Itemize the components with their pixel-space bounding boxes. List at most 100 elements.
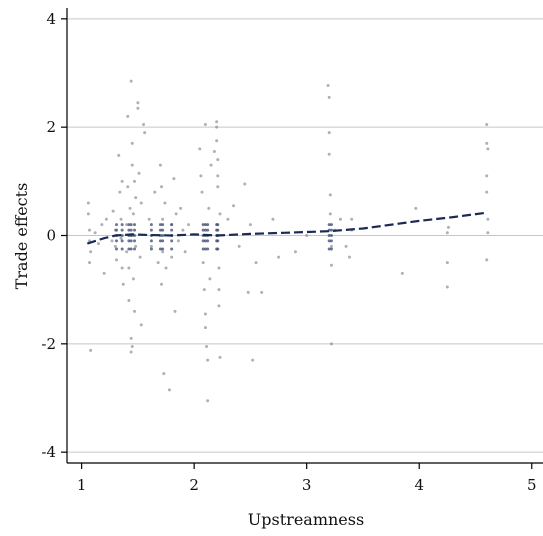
data-point [89, 250, 93, 254]
data-point [117, 153, 121, 157]
data-point [139, 201, 143, 205]
data-point [127, 247, 131, 251]
data-point [327, 239, 331, 243]
data-point [133, 179, 137, 183]
data-point [328, 193, 332, 197]
data-point [170, 255, 174, 259]
data-point [161, 250, 165, 254]
data-point [329, 247, 333, 251]
data-point [183, 250, 187, 254]
data-point [167, 388, 171, 392]
dense-point-clusters [115, 223, 333, 251]
data-point [203, 122, 207, 126]
data-point [161, 228, 165, 232]
data-point [243, 182, 247, 186]
data-point [201, 261, 205, 265]
data-point [200, 190, 204, 194]
data-point [160, 282, 164, 286]
data-point [115, 247, 119, 251]
data-point [179, 206, 183, 210]
data-point [327, 247, 331, 251]
data-point [127, 223, 131, 227]
data-point [158, 247, 162, 251]
data-point [260, 290, 264, 294]
data-point [125, 250, 129, 254]
data-point [176, 239, 180, 243]
data-point [217, 266, 221, 270]
y-tick-label: 2 [46, 118, 56, 136]
x-axis-title: Upstreamness [248, 510, 364, 529]
y-tick-label: 0 [46, 227, 56, 245]
data-point [142, 122, 146, 126]
data-point [170, 223, 174, 227]
data-point [172, 177, 176, 181]
data-point [129, 336, 133, 340]
data-point [134, 196, 138, 200]
data-point [329, 244, 333, 248]
y-axis-ticks: -4 -2 0 2 4 [41, 10, 67, 461]
data-point [156, 261, 160, 265]
data-point [149, 239, 153, 243]
data-point [328, 212, 332, 216]
data-point [485, 122, 489, 126]
data-point [120, 239, 124, 243]
y-tick-label: -2 [41, 335, 56, 353]
data-point [129, 79, 133, 83]
data-point [162, 372, 166, 376]
data-point [206, 247, 210, 251]
data-point [126, 114, 130, 118]
data-point [160, 185, 164, 189]
x-axis-ticks: 1 2 3 4 5 [77, 463, 537, 494]
data-point [125, 223, 129, 227]
data-point [139, 323, 143, 327]
data-point [181, 228, 185, 232]
data-point [327, 152, 331, 156]
data-point [216, 158, 220, 162]
data-point [128, 206, 132, 210]
data-point [174, 212, 178, 216]
data-point [86, 212, 90, 216]
data-point [161, 234, 165, 237]
data-point [486, 217, 490, 221]
data-point [327, 234, 331, 237]
data-point [216, 239, 220, 243]
data-point [486, 231, 490, 235]
data-point [161, 247, 165, 251]
data-point [187, 223, 191, 227]
data-point [212, 150, 216, 154]
data-point [201, 247, 205, 251]
data-point [88, 261, 92, 265]
data-point [149, 244, 153, 248]
data-point [130, 345, 134, 349]
data-point [143, 131, 147, 135]
data-point [215, 125, 219, 129]
data-point [246, 290, 250, 294]
data-point [149, 247, 153, 251]
data-point [86, 201, 90, 205]
y-tick-label: -4 [41, 443, 56, 461]
data-point [329, 342, 333, 346]
data-point [115, 228, 119, 232]
data-point [206, 228, 210, 232]
data-point [327, 223, 331, 227]
data-point [129, 223, 133, 227]
data-point [215, 139, 219, 143]
data-point [120, 179, 124, 183]
data-point [88, 228, 92, 232]
data-point [170, 239, 174, 243]
data-point [120, 266, 124, 270]
data-point [226, 217, 230, 221]
data-point [131, 212, 135, 216]
data-point [113, 244, 117, 248]
data-point [199, 174, 203, 178]
data-point [344, 244, 348, 248]
data-point [218, 212, 222, 216]
data-point [414, 206, 418, 210]
data-point [216, 223, 220, 227]
data-point [133, 228, 137, 232]
y-tick-label: 4 [46, 10, 56, 28]
x-tick-label: 3 [302, 476, 312, 494]
data-point [217, 288, 221, 292]
data-point [111, 209, 115, 213]
data-point [485, 190, 489, 194]
